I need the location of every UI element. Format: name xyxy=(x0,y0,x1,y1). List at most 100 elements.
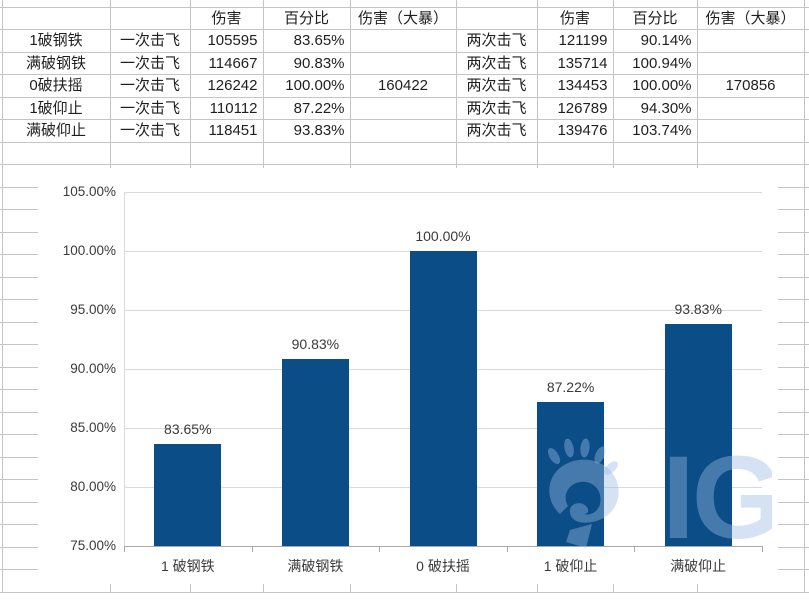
spreadsheet-cell[interactable]: 170856 xyxy=(697,74,805,98)
spreadsheet-cell[interactable]: 一次击飞 xyxy=(110,97,191,120)
spreadsheet-cell[interactable] xyxy=(804,434,809,458)
spreadsheet-cell[interactable] xyxy=(804,457,809,480)
chart-bar[interactable] xyxy=(281,359,349,546)
spreadsheet-cell[interactable]: 110112 xyxy=(190,97,264,120)
spreadsheet-cell[interactable]: 121199 xyxy=(537,29,614,53)
spreadsheet-cell[interactable] xyxy=(0,209,3,233)
spreadsheet-cell[interactable] xyxy=(804,29,809,53)
spreadsheet-cell[interactable] xyxy=(804,142,809,165)
spreadsheet-cell[interactable] xyxy=(804,254,809,278)
spreadsheet-cell[interactable] xyxy=(110,0,191,8)
spreadsheet-cell[interactable]: 103.74% xyxy=(613,119,698,143)
spreadsheet-cell[interactable] xyxy=(804,524,809,548)
spreadsheet-cell[interactable] xyxy=(0,277,3,300)
spreadsheet-cell[interactable] xyxy=(263,0,351,8)
spreadsheet-cell[interactable] xyxy=(456,7,538,30)
spreadsheet-cell[interactable] xyxy=(0,0,3,8)
spreadsheet-cell[interactable] xyxy=(804,164,809,188)
spreadsheet-cell[interactable] xyxy=(0,412,3,435)
spreadsheet-cell[interactable] xyxy=(2,142,111,165)
spreadsheet-cell[interactable]: 94.30% xyxy=(613,97,698,120)
spreadsheet-cell[interactable] xyxy=(804,232,809,255)
spreadsheet-cell[interactable]: 两次击飞 xyxy=(456,97,538,120)
spreadsheet-cell[interactable] xyxy=(110,7,191,30)
spreadsheet-cell[interactable] xyxy=(2,0,111,8)
header-cell[interactable]: 百分比 xyxy=(613,7,698,30)
spreadsheet-cell[interactable] xyxy=(0,29,3,53)
spreadsheet-cell[interactable]: 一次击飞 xyxy=(110,29,191,53)
chart-bar[interactable] xyxy=(154,443,222,546)
spreadsheet-cell[interactable] xyxy=(697,142,805,165)
header-cell[interactable]: 伤害 xyxy=(537,7,614,30)
chart[interactable]: 105.00% 100.00% 95.00% 90.00% 85.00% 80.00% 75… xyxy=(38,168,778,584)
spreadsheet-cell[interactable] xyxy=(804,344,809,368)
spreadsheet-cell[interactable] xyxy=(804,547,809,570)
spreadsheet-cell[interactable] xyxy=(350,97,457,120)
spreadsheet-cell[interactable] xyxy=(456,0,538,8)
spreadsheet-cell[interactable] xyxy=(456,142,538,165)
spreadsheet-cell[interactable]: 两次击飞 xyxy=(456,74,538,98)
spreadsheet-cell[interactable] xyxy=(804,0,809,8)
spreadsheet-cell[interactable] xyxy=(804,74,809,98)
spreadsheet-cell[interactable]: 139476 xyxy=(537,119,614,143)
spreadsheet-cell[interactable]: 93.83% xyxy=(263,119,351,143)
spreadsheet-cell[interactable] xyxy=(0,502,3,525)
spreadsheet-cell[interactable]: 满破钢铁 xyxy=(2,52,111,75)
spreadsheet-cell[interactable] xyxy=(804,479,809,503)
spreadsheet-cell[interactable]: 两次击飞 xyxy=(456,119,538,143)
header-cell[interactable]: 伤害（大暴） xyxy=(350,7,457,30)
spreadsheet-cell[interactable] xyxy=(804,52,809,75)
spreadsheet-cell[interactable] xyxy=(697,29,805,53)
chart-bar[interactable] xyxy=(537,401,605,546)
spreadsheet-cell[interactable]: 100.00% xyxy=(263,74,351,98)
spreadsheet-cell[interactable]: 90.14% xyxy=(613,29,698,53)
spreadsheet-cell[interactable]: 87.22% xyxy=(263,97,351,120)
spreadsheet-cell[interactable] xyxy=(350,142,457,165)
spreadsheet-cell[interactable]: 134453 xyxy=(537,74,614,98)
spreadsheet-cell[interactable]: 126789 xyxy=(537,97,614,120)
spreadsheet-cell[interactable]: 135714 xyxy=(537,52,614,75)
spreadsheet-cell[interactable] xyxy=(804,187,809,210)
chart-bar[interactable] xyxy=(409,251,477,546)
spreadsheet-cell[interactable] xyxy=(190,0,264,8)
spreadsheet-cell[interactable] xyxy=(0,457,3,480)
spreadsheet-cell[interactable] xyxy=(0,344,3,368)
spreadsheet-cell[interactable] xyxy=(0,142,3,165)
spreadsheet-cell[interactable] xyxy=(804,367,809,390)
spreadsheet-cell[interactable]: 1破仰止 xyxy=(2,97,111,120)
spreadsheet-cell[interactable] xyxy=(804,569,809,593)
spreadsheet-cell[interactable]: 126242 xyxy=(190,74,264,98)
spreadsheet-cell[interactable] xyxy=(804,412,809,435)
spreadsheet-cell[interactable]: 114667 xyxy=(190,52,264,75)
spreadsheet-cell[interactable]: 105595 xyxy=(190,29,264,53)
spreadsheet-cell[interactable]: 0破扶摇 xyxy=(2,74,111,98)
chart-bar[interactable] xyxy=(664,323,732,546)
spreadsheet-cell[interactable] xyxy=(350,119,457,143)
spreadsheet-cell[interactable]: 118451 xyxy=(190,119,264,143)
header-cell[interactable]: 百分比 xyxy=(263,7,351,30)
spreadsheet-cell[interactable] xyxy=(804,389,809,413)
spreadsheet-cell[interactable] xyxy=(190,142,264,165)
spreadsheet-cell[interactable] xyxy=(804,97,809,120)
spreadsheet-cell[interactable] xyxy=(0,299,3,323)
header-cell[interactable]: 伤害（大暴） xyxy=(697,7,805,30)
header-cell[interactable]: 伤害 xyxy=(190,7,264,30)
spreadsheet-cell[interactable]: 100.00% xyxy=(613,74,698,98)
spreadsheet-cell[interactable] xyxy=(804,7,809,30)
spreadsheet-cell[interactable] xyxy=(0,119,3,143)
spreadsheet-cell[interactable]: 一次击飞 xyxy=(110,74,191,98)
spreadsheet-cell[interactable] xyxy=(0,254,3,278)
spreadsheet-cell[interactable] xyxy=(537,0,614,8)
spreadsheet-cell[interactable] xyxy=(804,209,809,233)
spreadsheet-cell[interactable] xyxy=(0,7,3,30)
spreadsheet-cell[interactable] xyxy=(110,142,191,165)
spreadsheet-cell[interactable]: 83.65% xyxy=(263,29,351,53)
spreadsheet-cell[interactable] xyxy=(804,299,809,323)
spreadsheet-cell[interactable] xyxy=(0,74,3,98)
spreadsheet-cell[interactable]: 一次击飞 xyxy=(110,119,191,143)
spreadsheet-cell[interactable] xyxy=(0,569,3,593)
spreadsheet-cell[interactable] xyxy=(0,524,3,548)
spreadsheet-cell[interactable]: 一次击飞 xyxy=(110,52,191,75)
spreadsheet-cell[interactable] xyxy=(613,0,698,8)
spreadsheet-cell[interactable]: 两次击飞 xyxy=(456,29,538,53)
